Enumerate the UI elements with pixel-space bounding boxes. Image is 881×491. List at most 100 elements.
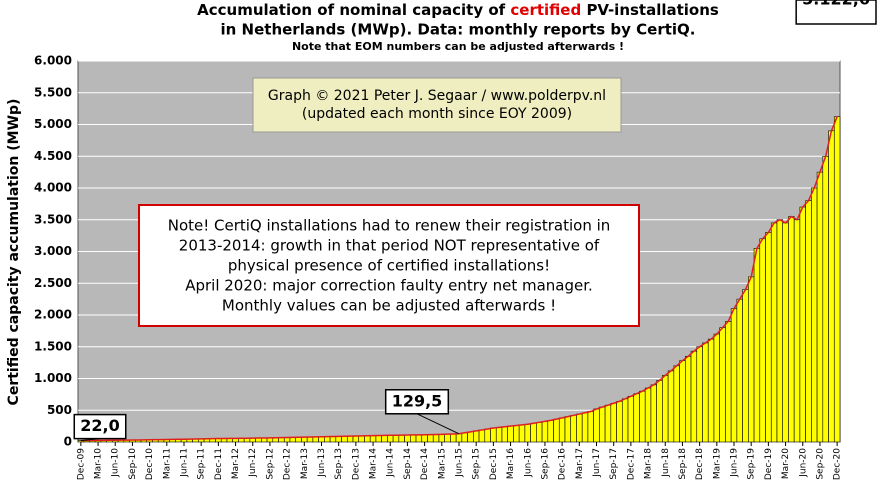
bar: [805, 200, 812, 443]
bar: [358, 435, 365, 443]
value-label-box: [73, 413, 127, 440]
bar: [616, 401, 623, 443]
bar: [570, 415, 577, 443]
copyright-text: (updated each month since EOY 2009): [302, 106, 572, 122]
bar: [650, 384, 657, 443]
y-tick-label: 1.000: [34, 371, 72, 385]
bar: [473, 430, 480, 443]
value-label: 129,5: [392, 391, 443, 410]
x-tick-label: Jun-17: [592, 448, 602, 478]
x-tick-label: Jun-20: [798, 448, 808, 478]
x-tick-label: Sep-10: [128, 448, 138, 480]
x-tick-label: Dec-17: [626, 448, 636, 480]
copyright-box: [252, 77, 622, 133]
bar: [513, 425, 520, 443]
x-tick-label: Sep-17: [609, 448, 619, 480]
bar: [782, 222, 789, 443]
bar: [793, 219, 801, 443]
bar: [432, 434, 440, 443]
chart-title-2: in Netherlands (MWp). Data: monthly repo…: [221, 21, 696, 39]
y-tick-label: 3.000: [34, 244, 72, 258]
bar: [427, 434, 434, 443]
x-tick-label: Sep-18: [678, 448, 688, 480]
y-tick-label: 2.000: [34, 308, 72, 322]
bar: [536, 422, 543, 443]
value-label-box: [795, 0, 877, 25]
x-tick-label: Jun-19: [730, 448, 740, 478]
y-tick-label: 4.500: [34, 149, 72, 163]
bar: [644, 387, 652, 443]
y-tick-label: 6.000: [34, 54, 72, 68]
bar: [833, 116, 841, 443]
bar: [444, 433, 451, 443]
bar: [730, 308, 738, 443]
x-tick-label: Dec-16: [558, 448, 568, 480]
y-tick-label: 500: [47, 403, 72, 417]
copyright-text: Graph © 2021 Peter J. Segaar / www.polde…: [268, 88, 606, 104]
bar: [450, 433, 457, 443]
bar: [335, 436, 342, 443]
bar: [610, 402, 617, 443]
bar: [410, 434, 417, 443]
bar: [759, 238, 766, 443]
bar: [564, 416, 572, 443]
x-tick-label: Mar-20: [781, 448, 791, 479]
x-tick-label: Sep-15: [472, 448, 482, 480]
bar: [524, 423, 531, 443]
x-tick-label: Mar-12: [231, 448, 241, 479]
bar: [604, 404, 612, 443]
bar: [341, 435, 348, 443]
bar: [816, 171, 824, 443]
x-tick-label: Jun-14: [386, 448, 396, 478]
bar: [828, 130, 835, 443]
bar: [346, 435, 354, 443]
bar: [673, 365, 680, 443]
bar: [415, 434, 423, 443]
x-tick-label: Sep-20: [815, 448, 825, 480]
x-tick-label: Mar-10: [94, 448, 104, 479]
x-tick-label: Dec-20: [833, 448, 843, 480]
y-tick-label: 3.500: [34, 212, 72, 226]
bar: [719, 327, 726, 443]
bar: [667, 370, 675, 443]
bar: [707, 338, 715, 443]
note-text: Monthly values can be adjusted afterward…: [222, 297, 556, 315]
x-tick-label: Mar-14: [369, 448, 379, 479]
bar: [702, 342, 709, 443]
y-tick-label: 5.000: [34, 117, 72, 131]
title-part: Accumulation of nominal capacity of: [197, 1, 510, 19]
bar: [501, 426, 508, 443]
bar: [404, 434, 411, 443]
bar: [742, 289, 749, 443]
x-tick-label: Dec-18: [695, 448, 705, 480]
title-part: PV-installations: [581, 1, 719, 19]
bar: [713, 333, 720, 443]
bar: [811, 187, 818, 443]
x-tick-label: Jun-10: [111, 448, 121, 478]
bar: [490, 427, 497, 443]
bar: [352, 435, 360, 443]
bar: [593, 408, 600, 443]
x-tick-label: Sep-11: [197, 448, 207, 480]
bar: [633, 393, 640, 443]
bar: [392, 434, 400, 443]
x-tick-label: Mar-18: [644, 448, 654, 479]
bar: [518, 424, 526, 443]
bar: [364, 435, 371, 443]
callout-leader: [416, 413, 460, 435]
bar: [507, 425, 514, 443]
bar: [495, 427, 503, 443]
bar: [685, 355, 692, 443]
y-axis-title: Certified capacity accumulation (MWp): [6, 99, 22, 406]
y-tick-label: 0: [64, 435, 72, 449]
x-tick-label: Jun-18: [661, 448, 671, 478]
bar: [770, 222, 778, 443]
bar: [696, 346, 703, 443]
bar: [553, 418, 560, 443]
bar: [438, 434, 445, 443]
note-box: [138, 204, 640, 327]
bar: [541, 421, 549, 443]
x-tick-label: Mar-17: [575, 448, 585, 479]
bar: [799, 206, 806, 443]
x-tick-label: Jun-16: [523, 448, 533, 478]
